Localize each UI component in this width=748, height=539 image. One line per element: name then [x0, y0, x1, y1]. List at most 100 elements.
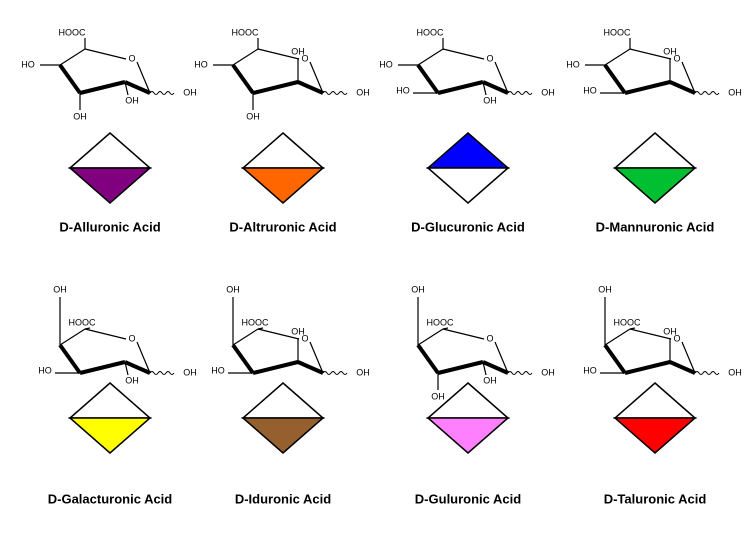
- bond: [124, 80, 151, 95]
- symbol-top: [68, 132, 152, 169]
- bond: [494, 341, 509, 374]
- bond: [681, 341, 696, 374]
- bond: [629, 48, 672, 60]
- bond: [309, 61, 324, 94]
- bond: [604, 48, 631, 66]
- bond: [417, 48, 444, 66]
- bond: [58, 343, 82, 375]
- bond: [297, 80, 324, 95]
- bond: [231, 63, 255, 95]
- symbol-top: [68, 382, 152, 419]
- sugar-name: D-Galacturonic Acid: [48, 491, 173, 506]
- atom-label: OH: [663, 326, 677, 336]
- symbol-bottom: [426, 417, 510, 454]
- atom-label: O: [486, 333, 493, 343]
- atom-label: HO: [211, 365, 225, 375]
- bond: [624, 360, 671, 375]
- symbol-bottom: [241, 167, 325, 204]
- atom-label: O: [301, 53, 308, 63]
- atom-label: O: [128, 53, 135, 63]
- symbol-top: [613, 382, 697, 419]
- atom-label: HOOC: [614, 317, 642, 327]
- atom-label: O: [301, 333, 308, 343]
- atom-label: OH: [728, 87, 742, 97]
- bond: [604, 328, 631, 346]
- sugar-name: D-Guluronic Acid: [415, 491, 521, 506]
- atom-label: OH: [246, 111, 260, 121]
- atom-label: O: [486, 53, 493, 63]
- atom-label: OH: [431, 391, 445, 401]
- atom-label: OH: [541, 87, 555, 97]
- atom-label: OH: [728, 367, 742, 377]
- bond: [482, 81, 487, 96]
- bond: [416, 343, 440, 375]
- atom-label: HOOC: [242, 317, 270, 327]
- atom-label: OH: [73, 111, 87, 121]
- symbol-top: [241, 382, 325, 419]
- bond: [669, 360, 696, 375]
- sugar-name: D-Iduronic Acid: [235, 491, 331, 506]
- bond: [257, 327, 264, 330]
- bond: [124, 361, 129, 376]
- bond: [231, 343, 255, 375]
- bond: [252, 80, 299, 95]
- bond: [252, 360, 299, 375]
- atom-label: HO: [566, 59, 580, 69]
- bond: [309, 341, 324, 374]
- atom-label: HOOC: [417, 27, 445, 37]
- atom-label: HOOC: [232, 27, 260, 37]
- atom-label: HO: [583, 85, 597, 95]
- symbol-top: [613, 132, 697, 169]
- atom-label: HO: [194, 59, 208, 69]
- wavy-bond: [149, 91, 175, 95]
- atom-label: OH: [483, 95, 497, 105]
- symbol-bottom: [68, 167, 152, 204]
- bond: [437, 360, 484, 375]
- atom-label: OH: [483, 375, 497, 385]
- atom-label: OH: [291, 46, 305, 56]
- atom-label: OH: [53, 284, 67, 294]
- atom-label: HO: [21, 59, 35, 69]
- bond: [232, 48, 259, 66]
- atom-label: OH: [411, 284, 425, 294]
- wavy-bond: [507, 371, 533, 375]
- bond: [442, 48, 485, 60]
- bond: [84, 48, 127, 60]
- atom-label: HOOC: [69, 317, 97, 327]
- bond: [59, 328, 86, 346]
- bond: [442, 327, 449, 330]
- bond: [136, 341, 151, 374]
- symbol-top: [426, 132, 510, 169]
- bond: [416, 63, 440, 95]
- symbol-top: [241, 132, 325, 169]
- symbol-bottom: [613, 417, 697, 454]
- atom-label: O: [673, 53, 680, 63]
- bond: [124, 81, 129, 96]
- bond: [437, 80, 484, 95]
- atom-label: HOOC: [604, 27, 632, 37]
- bond: [624, 80, 671, 95]
- wavy-bond: [149, 371, 175, 375]
- atom-label: OH: [541, 367, 555, 377]
- wavy-bond: [507, 91, 533, 95]
- bond: [494, 61, 509, 94]
- atom-label: HOOC: [59, 27, 87, 37]
- bond: [136, 61, 151, 94]
- bond: [417, 328, 444, 346]
- bond: [84, 327, 91, 330]
- sugar-name: D-Mannuronic Acid: [596, 219, 715, 234]
- bond: [482, 360, 509, 375]
- atom-label: O: [673, 333, 680, 343]
- bond: [58, 63, 82, 95]
- atom-label: HO: [396, 85, 410, 95]
- symbol-bottom: [68, 417, 152, 454]
- atom-label: OH: [183, 367, 197, 377]
- atom-label: OH: [356, 87, 370, 97]
- wavy-bond: [694, 91, 720, 95]
- bond: [603, 343, 627, 375]
- bond: [482, 361, 487, 376]
- wavy-bond: [694, 371, 720, 375]
- sugar-name: D-Altruronic Acid: [229, 219, 336, 234]
- symbol-bottom: [241, 417, 325, 454]
- atom-label: HO: [583, 365, 597, 375]
